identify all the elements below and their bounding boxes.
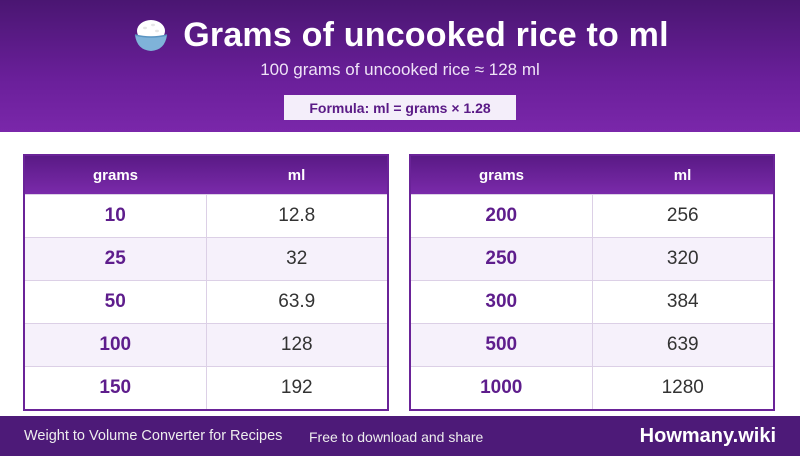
column-header-ml: ml	[206, 156, 387, 195]
grams-cell: 10	[25, 194, 207, 238]
ml-cell: 1280	[592, 366, 773, 409]
formula-badge: Formula: ml = grams × 1.28	[284, 95, 516, 120]
footer-tagline: Weight to Volume Converter for Recipes	[24, 428, 283, 444]
table-row: 10 12.8	[25, 194, 387, 238]
grams-cell: 25	[25, 237, 207, 281]
column-header-ml: ml	[592, 156, 773, 195]
page-subtitle: 100 grams of uncooked rice ≈ 128 ml	[260, 60, 540, 79]
grams-cell: 150	[25, 366, 207, 409]
column-header-grams: grams	[25, 156, 206, 195]
ml-cell: 639	[592, 323, 773, 367]
grams-cell: 100	[25, 323, 207, 367]
conversion-table-left: grams ml 10 12.8 25 32 50 63.9 100 128 1	[23, 154, 389, 411]
title-row: Grams of uncooked rice to ml	[0, 12, 800, 58]
grams-cell: 1000	[411, 366, 593, 409]
grams-cell: 300	[411, 280, 593, 324]
ml-cell: 12.8	[206, 194, 387, 238]
grams-cell: 50	[25, 280, 207, 324]
page-title: Grams of uncooked rice to ml	[183, 15, 669, 54]
ml-cell: 192	[206, 366, 387, 409]
grams-cell: 250	[411, 237, 593, 281]
header-banner: Grams of uncooked rice to ml 100 grams o…	[0, 0, 800, 132]
table-row: 50 63.9	[25, 280, 387, 324]
brand-logo[interactable]: Howmany.wiki	[639, 425, 776, 447]
ml-cell: 320	[592, 237, 773, 281]
footer-bar: Weight to Volume Converter for Recipes F…	[0, 416, 800, 456]
table-row: 250 320	[411, 237, 773, 281]
ml-cell: 128	[206, 323, 387, 367]
table-row: 100 128	[25, 323, 387, 367]
footer-note: Free to download and share	[309, 429, 484, 445]
grams-cell: 200	[411, 194, 593, 238]
ml-cell: 32	[206, 237, 387, 281]
ml-cell: 384	[592, 280, 773, 324]
ml-cell: 63.9	[206, 280, 387, 324]
table-row: 1000 1280	[411, 366, 773, 409]
conversion-table-right: grams ml 200 256 250 320 300 384 500 639	[409, 154, 775, 411]
table-row: 25 32	[25, 237, 387, 281]
table-row: 500 639	[411, 323, 773, 367]
table-row: 200 256	[411, 194, 773, 238]
ml-cell: 256	[592, 194, 773, 238]
column-header-grams: grams	[411, 156, 592, 195]
table-row: 150 192	[25, 366, 387, 409]
rice-bowl-icon	[131, 15, 171, 55]
table-row: 300 384	[411, 280, 773, 324]
grams-cell: 500	[411, 323, 593, 367]
